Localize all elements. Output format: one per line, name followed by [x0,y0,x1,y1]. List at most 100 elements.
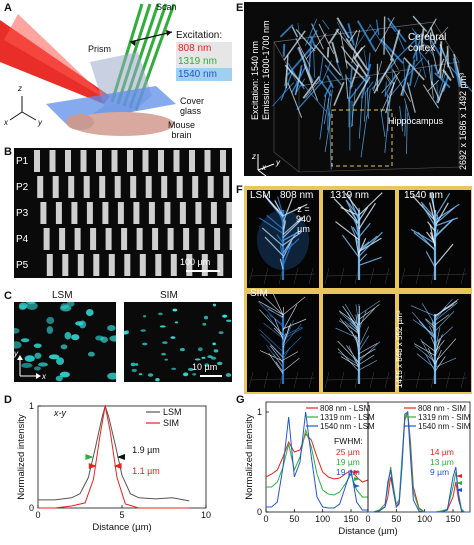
vessel-branch [425,318,436,328]
vessel [402,57,406,81]
sim-spot [147,373,154,377]
vessel [347,76,368,101]
vessel [280,70,294,101]
vessel [318,23,335,55]
lsm-spot [107,372,119,380]
panel-c-letter: C [4,290,12,302]
vessel-branch [434,203,460,221]
stripe [229,228,236,250]
sim-spot [187,367,194,371]
vessel [351,29,361,64]
stripe [90,228,97,250]
vessel [391,64,394,88]
vessel-branch [282,221,287,235]
vessel [283,30,306,61]
vessel [272,82,295,107]
stripe [139,254,146,276]
lsm-spot [10,341,22,349]
vessel-branch [427,347,436,365]
panel-a-axes [9,96,37,121]
fwhm-annotation: 1.1 µm [132,466,160,476]
hippocampus-label: Hippocampus [388,116,444,126]
vessel-branch [422,303,436,325]
y-tick-label: 0 [257,507,262,517]
vessel-branch [260,333,284,357]
vessel [322,19,330,30]
wavelength-808: 808 nm [176,42,232,55]
sim-spot [143,314,147,318]
legend-label: LSM [163,407,182,417]
lsm-spot [71,334,80,341]
f-volume-label: 1415 x 848 x 552 µm³ [395,310,404,388]
vessel [331,41,339,63]
vessel [364,81,374,95]
vessel-branch [421,340,436,352]
vessel-branch [434,311,455,332]
vessel-branch [425,251,436,268]
lsm-spot [109,335,121,342]
stripe [96,150,102,172]
sim-spot [225,373,232,377]
vessel-branch [421,204,436,227]
legend-label: 808 nm - LSM [320,404,371,413]
fwhm-arrow-lsm-left [85,454,94,460]
vessel [282,43,286,57]
vessel [420,28,425,51]
pattern-row-label: P4 [16,234,29,245]
vessel-branch [282,323,292,346]
stripe [226,202,233,224]
vessel-branch [261,227,284,247]
panel-a-letter: A [4,2,12,14]
brain-volume-render [244,2,472,176]
fwhm-value: 14 µm [430,447,454,457]
vessel-branch [338,320,360,334]
vessel-branch [358,300,381,316]
vessel [302,75,321,99]
vessel-branch [358,326,369,347]
stripe [52,176,59,198]
vessel-branch [430,336,436,347]
stripe [179,202,186,224]
lsm-spot [64,331,72,340]
f-render [248,294,316,389]
sim-spot [142,342,148,346]
panel-f-grid [244,186,472,394]
sim-spot [130,362,136,367]
vessel [380,108,386,137]
stripe [65,150,71,172]
stripe [198,228,205,250]
vessel [412,15,428,33]
vessel [340,46,359,68]
vessel [305,18,318,46]
vessel-branch [282,217,304,239]
y-tick-label: 1 [29,401,34,411]
lsm-spot [85,309,94,317]
vessel-branch [434,202,449,227]
stripe [217,254,224,276]
vessel-branch [266,344,284,368]
vessel [396,32,405,50]
mouse-brain-shape [70,112,174,136]
sim-spot [204,315,209,320]
stripe [158,150,164,172]
vessel-branch [263,322,284,339]
stripe [86,202,93,224]
vessel [324,111,332,153]
vessel [279,24,294,38]
stripe [173,150,180,172]
stripe [111,150,118,172]
f-render [248,194,316,285]
y-tick-label: 1 [257,407,262,417]
vessel [356,20,377,52]
vessel-branch [335,221,360,241]
vessel [295,69,302,95]
vessel-branch [338,351,360,366]
fwhm-value: 19 µm [336,467,360,477]
peak-marker [456,474,462,478]
x-tick-label: 0 [263,514,268,524]
prism-label: Prism [88,44,111,54]
axis-x-label: x [4,118,8,127]
vessel-branch [279,258,284,270]
vessel [406,113,408,154]
sim-spot [155,378,160,382]
